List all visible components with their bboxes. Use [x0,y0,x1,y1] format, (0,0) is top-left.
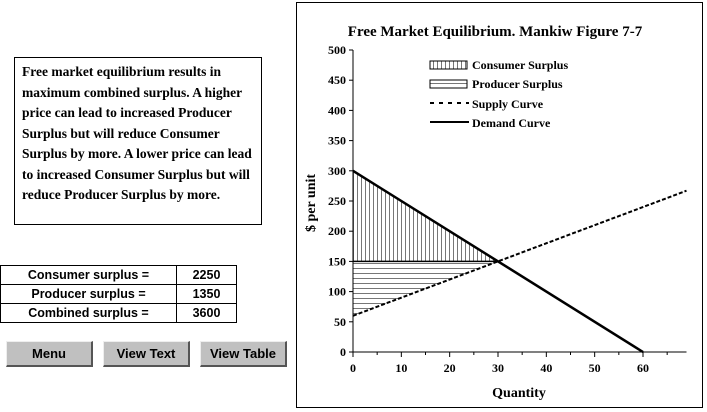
surplus-table: Consumer surplus = 2250 Producer surplus … [0,265,237,323]
x-tick-label: 40 [540,361,552,375]
table-row: Consumer surplus = 2250 [0,265,237,285]
demand-curve [352,169,644,354]
description-text: Free market equilibrium results in maxim… [14,57,262,225]
x-axis-label: Quantity [492,386,546,401]
x-tick-label: 10 [395,361,407,375]
y-tick-label: 0 [340,345,346,359]
y-tick-label: 500 [328,43,346,57]
legend-consumer-swatch [429,60,468,70]
supply-curve [352,189,687,317]
y-tick-label: 250 [328,194,346,208]
y-tick-label: 450 [328,73,346,87]
combined-surplus-label: Combined surplus = [0,303,177,323]
legend-producer-swatch [429,79,468,89]
view-table-button[interactable]: View Table [200,341,287,367]
consumer-surplus-label: Consumer surplus = [0,265,177,285]
legend-demand-label: Demand Curve [472,116,551,130]
y-tick-label: 350 [328,134,346,148]
consumer-surplus-value: 2250 [176,265,237,285]
table-row: Producer surplus = 1350 [0,284,237,304]
combined-surplus-value: 3600 [176,303,237,323]
chart-title: Free Market Equilibrium. Mankiw Figure 7… [348,24,643,40]
legend: Consumer Surplus Producer Surplus Supply… [429,58,568,130]
table-row: Combined surplus = 3600 [0,303,237,323]
y-axis-label: $ per unit [304,174,319,232]
y-tick-label: 300 [328,164,346,178]
producer-surplus-value: 1350 [176,284,237,304]
x-tick-label: 0 [350,361,356,375]
menu-button[interactable]: Menu [6,341,93,367]
x-tick-label: 20 [444,361,456,375]
y-tick-label: 50 [334,315,346,329]
producer-surplus-area [353,261,498,316]
legend-supply-label: Supply Curve [472,97,544,111]
chart: Free Market Equilibrium. Mankiw Figure 7… [304,24,687,401]
x-tick-label: 30 [492,361,504,375]
x-tick-label: 60 [637,361,649,375]
chart-frame: Free Market Equilibrium. Mankiw Figure 7… [296,2,703,408]
view-text-button[interactable]: View Text [103,341,190,367]
y-tick-label: 200 [328,224,346,238]
y-tick-label: 150 [328,254,346,268]
producer-surplus-label: Producer surplus = [0,284,177,304]
y-tick-label: 400 [328,103,346,117]
x-tick-label: 50 [589,361,601,375]
y-tick-label: 100 [328,285,346,299]
legend-producer-label: Producer Surplus [472,77,563,91]
legend-consumer-label: Consumer Surplus [472,58,568,72]
